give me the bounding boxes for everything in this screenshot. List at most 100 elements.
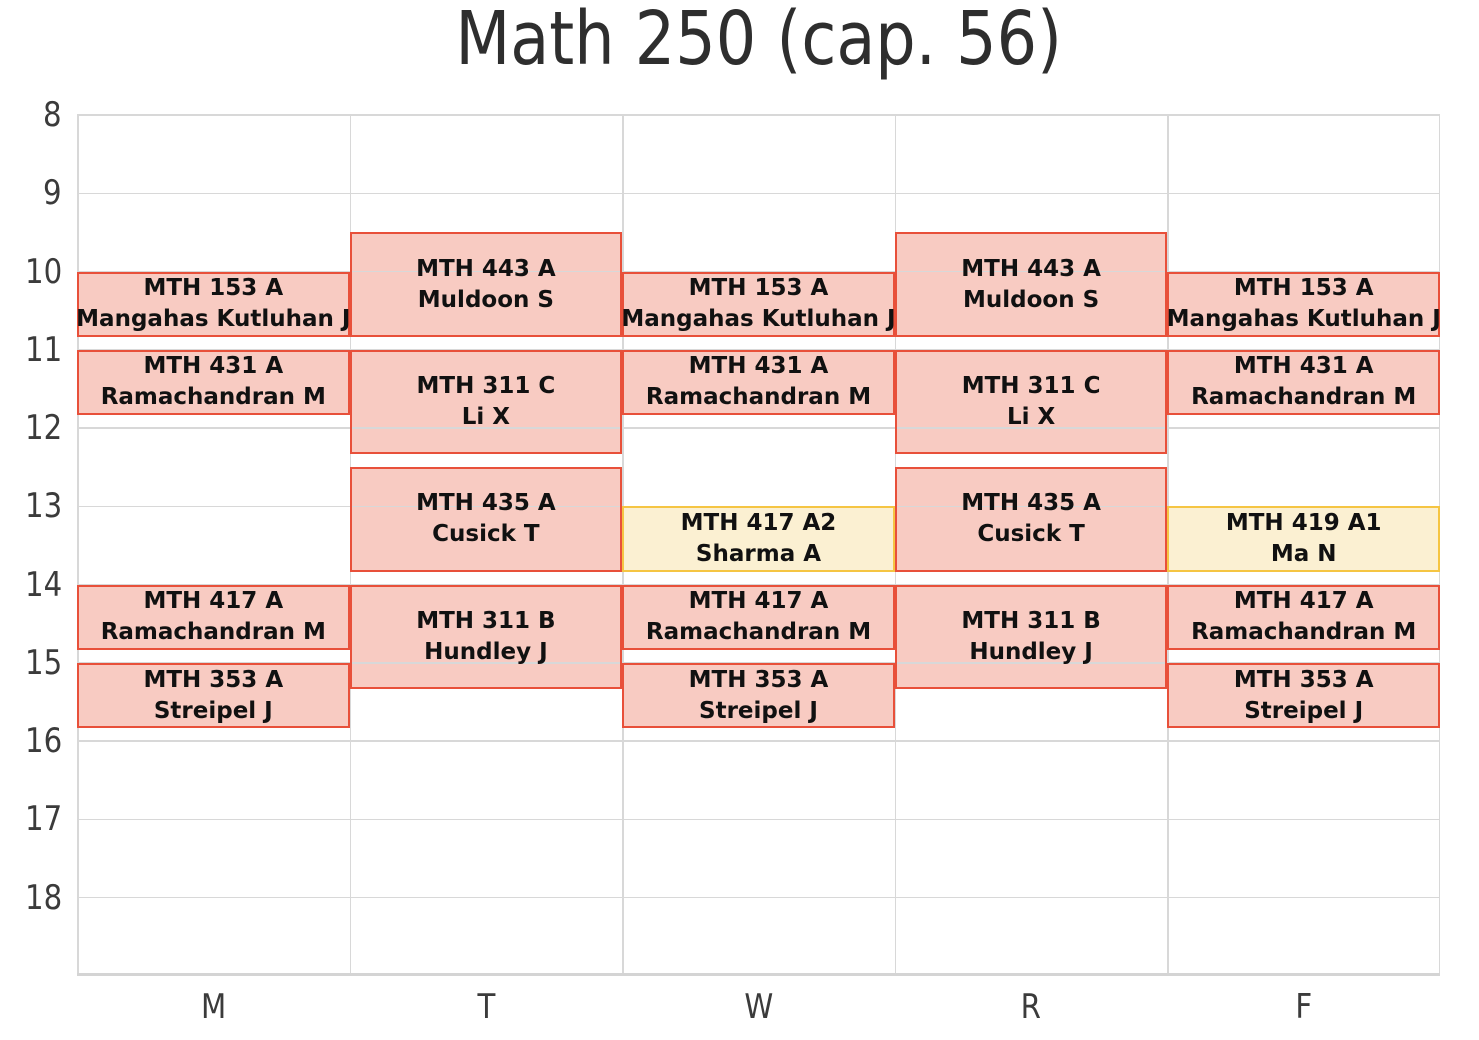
event-instructor-label: Streipel J — [699, 697, 818, 724]
plot-area: MTH 153 A Mangahas Kutluhan J MTH 431 A Ram… — [76, 114, 1441, 976]
y-tick-label: 18 — [0, 874, 62, 922]
event-block: MTH 417 A Ramachandran M — [77, 584, 350, 650]
event-course-label: MTH 353 A — [1233, 666, 1374, 693]
x-tick-label-t: T — [406, 983, 566, 1031]
event-fill — [349, 349, 623, 455]
event-instructor-label: Ramachandran M — [1191, 384, 1417, 411]
event-course-label: MTH 417 A — [143, 588, 284, 615]
event-instructor-label: Li X — [461, 403, 511, 430]
x-tick-label-m: M — [133, 983, 293, 1031]
event-fill — [894, 232, 1168, 337]
event-instructor-label: Li X — [1006, 403, 1056, 430]
event-block: MTH 443 A Muldoon S — [349, 232, 623, 337]
left-spine — [77, 115, 79, 976]
event-block: MTH 417 A Ramachandran M — [1167, 584, 1440, 650]
event-fill — [622, 584, 895, 650]
event-course-label: MTH 417 A2 — [680, 509, 837, 536]
event-block: MTH 311 C Li X — [349, 349, 623, 455]
hour-gridline — [77, 818, 1440, 821]
event-instructor-label: Ramachandran M — [645, 384, 872, 411]
event-course-label: MTH 311 C — [416, 372, 556, 399]
event-course-label: MTH 435 A — [416, 490, 556, 517]
event-instructor-label: Sharma A — [695, 540, 822, 567]
layer-blocks: MTH 153 A Mangahas Kutluhan J MTH 431 A Ram… — [76, 115, 1441, 976]
event-course-label: MTH 431 A — [688, 353, 829, 380]
event-instructor-label: Streipel J — [153, 697, 273, 724]
event-block: MTH 435 A Cusick T — [349, 467, 623, 572]
event-course-label: MTH 153 A — [688, 275, 829, 302]
hour-gridline — [77, 427, 1440, 429]
event-instructor-label: Cusick T — [977, 521, 1085, 548]
event-block: MTH 311 C Li X — [894, 349, 1168, 455]
event-instructor-label: Ramachandran M — [1191, 619, 1417, 646]
event-instructor-label: Hundley J — [424, 638, 548, 665]
event-fill — [349, 584, 623, 689]
event-course-label: MTH 311 B — [961, 607, 1101, 634]
y-tick-text: 17 — [24, 799, 62, 840]
event-fill — [622, 506, 895, 572]
event-fill — [894, 467, 1168, 572]
chart-title-text: Math 250 (cap. 56) — [455, 0, 1062, 82]
event-fill — [894, 349, 1168, 455]
y-tick-label: 11 — [0, 326, 62, 374]
event-instructor-label: Ramachandran M — [100, 384, 326, 411]
hour-gridline — [77, 896, 1440, 899]
event-instructor-label: Mangahas Kutluhan J — [621, 306, 896, 333]
event-course-label: MTH 353 A — [688, 666, 829, 693]
y-tick-label: 15 — [0, 639, 62, 687]
event-fill — [1167, 506, 1440, 572]
event-fill — [1167, 584, 1440, 650]
event-instructor-label: Mangahas Kutluhan J — [76, 306, 351, 333]
event-block: MTH 353 A Streipel J — [77, 662, 350, 729]
y-tick-text: 13 — [24, 486, 62, 527]
event-block: MTH 435 A Cusick T — [894, 467, 1168, 572]
event-fill — [349, 232, 623, 337]
event-instructor-label: Cusick T — [432, 521, 540, 548]
y-tick-label: 16 — [0, 717, 62, 765]
event-instructor-label: Ma N — [1270, 540, 1337, 567]
y-tick-label: 17 — [0, 795, 62, 843]
y-tick-text: 15 — [24, 642, 62, 683]
event-course-label: MTH 431 A — [1233, 353, 1374, 380]
event-fill — [622, 271, 895, 337]
x-axis-spine — [77, 973, 1440, 976]
y-tick-text: 14 — [24, 564, 62, 605]
event-fill — [894, 584, 1168, 689]
event-block: MTH 311 B Hundley J — [349, 584, 623, 689]
x-tick-text: F — [1295, 987, 1313, 1027]
event-instructor-label: Streipel J — [1244, 697, 1364, 724]
x-tick-label-f: F — [1224, 983, 1384, 1031]
event-block: MTH 431 A Ramachandran M — [622, 349, 895, 416]
event-course-label: MTH 417 A — [1233, 588, 1374, 615]
event-course-label: MTH 311 C — [961, 372, 1101, 399]
event-course-label: MTH 431 A — [143, 353, 284, 380]
layer-fills — [77, 115, 1440, 976]
event-block: MTH 431 A Ramachandran M — [77, 349, 350, 416]
hour-gridline — [77, 114, 1440, 116]
event-fill — [622, 662, 895, 729]
event-block: MTH 353 A Streipel J — [622, 662, 895, 729]
event-instructor-label: Mangahas Kutluhan J — [1166, 306, 1441, 333]
y-tick-label: 13 — [0, 482, 62, 530]
x-tick-text: M — [200, 987, 226, 1027]
y-tick-label: 12 — [0, 404, 62, 452]
event-course-label: MTH 417 A — [688, 588, 829, 615]
event-instructor-label: Hundley J — [969, 638, 1093, 665]
event-instructor-label: Ramachandran M — [645, 619, 872, 646]
event-fill — [349, 467, 623, 572]
event-block: MTH 431 A Ramachandran M — [1167, 349, 1440, 416]
event-course-label: MTH 435 A — [961, 490, 1101, 517]
chart-title: Math 250 (cap. 56) — [77, 0, 1440, 82]
y-tick-label: 8 — [0, 91, 62, 139]
event-course-label: MTH 311 B — [416, 607, 556, 634]
event-block: MTH 417 A2 Sharma A — [622, 506, 895, 572]
event-fill — [77, 662, 350, 729]
event-instructor-label: Muldoon S — [963, 286, 1100, 313]
event-block: MTH 311 B Hundley J — [894, 584, 1168, 689]
y-tick-text: 18 — [24, 877, 62, 918]
event-course-label: MTH 419 A1 — [1225, 509, 1382, 536]
event-block: MTH 153 A Mangahas Kutluhan J — [621, 271, 896, 337]
event-block: MTH 153 A Mangahas Kutluhan J — [1166, 271, 1441, 337]
hour-gridline — [77, 740, 1440, 742]
